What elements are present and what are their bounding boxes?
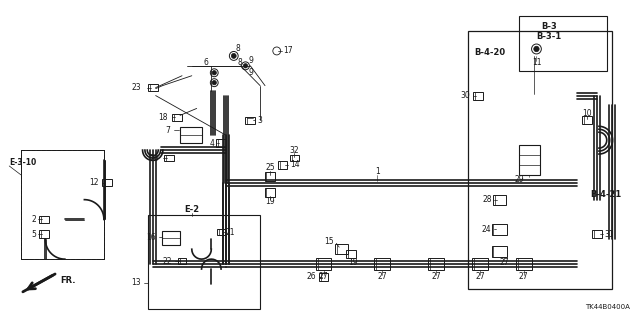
- Text: 8: 8: [237, 58, 242, 67]
- Bar: [178, 258, 186, 264]
- Bar: [582, 116, 592, 124]
- Text: 11: 11: [532, 58, 541, 67]
- Text: 27: 27: [431, 272, 441, 281]
- Bar: [40, 216, 49, 223]
- Text: 26: 26: [306, 272, 316, 281]
- Bar: [264, 188, 275, 197]
- Bar: [428, 258, 444, 270]
- Bar: [290, 154, 299, 161]
- Text: 7: 7: [165, 126, 170, 135]
- Bar: [335, 244, 348, 254]
- Bar: [278, 161, 287, 169]
- Text: 29: 29: [514, 175, 524, 184]
- Text: 5: 5: [31, 230, 36, 239]
- Text: 18: 18: [158, 113, 168, 122]
- Bar: [468, 31, 612, 289]
- Text: B-4-20: B-4-20: [474, 48, 505, 57]
- Bar: [148, 214, 260, 309]
- Bar: [492, 246, 507, 257]
- Bar: [102, 179, 112, 186]
- Text: 27: 27: [319, 272, 328, 281]
- Text: 27: 27: [519, 272, 529, 281]
- Text: 21: 21: [226, 228, 236, 237]
- Text: 30: 30: [460, 91, 470, 100]
- Text: 25: 25: [265, 163, 275, 173]
- Bar: [40, 230, 49, 238]
- Bar: [319, 273, 328, 281]
- Bar: [346, 250, 356, 258]
- Circle shape: [231, 54, 236, 58]
- Circle shape: [212, 80, 216, 85]
- Circle shape: [212, 70, 216, 75]
- Text: 8: 8: [236, 44, 240, 54]
- Text: 16: 16: [146, 233, 156, 242]
- Text: 10: 10: [582, 109, 592, 118]
- Text: 31: 31: [605, 230, 614, 239]
- Text: 24: 24: [482, 225, 492, 234]
- Text: 13: 13: [131, 278, 141, 287]
- Bar: [519, 145, 540, 175]
- Text: 2: 2: [32, 215, 36, 224]
- Text: 4: 4: [209, 139, 214, 148]
- Bar: [180, 127, 202, 143]
- Text: 19: 19: [265, 197, 275, 206]
- Bar: [516, 258, 532, 270]
- Text: 28: 28: [482, 195, 492, 204]
- Text: 1: 1: [375, 167, 380, 176]
- Bar: [21, 150, 104, 259]
- Circle shape: [243, 64, 248, 68]
- Text: B-3: B-3: [541, 22, 557, 31]
- Bar: [316, 258, 332, 270]
- Text: FR.: FR.: [60, 277, 76, 286]
- Bar: [172, 114, 182, 121]
- Text: 23: 23: [131, 83, 141, 92]
- Text: E-2: E-2: [184, 205, 199, 214]
- Text: E-3-10: E-3-10: [9, 159, 36, 167]
- Text: TK44B0400A: TK44B0400A: [585, 304, 630, 310]
- Text: 9: 9: [249, 68, 254, 77]
- Bar: [246, 117, 255, 124]
- Bar: [492, 224, 507, 235]
- Text: B-4-21: B-4-21: [590, 190, 621, 199]
- Bar: [148, 84, 157, 91]
- Text: 27: 27: [475, 272, 484, 281]
- Bar: [163, 231, 180, 245]
- Text: 22: 22: [163, 256, 172, 266]
- Text: 27: 27: [499, 258, 509, 267]
- Bar: [473, 92, 483, 100]
- Text: B-3-1: B-3-1: [536, 32, 562, 41]
- Text: 17: 17: [284, 47, 293, 56]
- Text: 3: 3: [257, 116, 262, 125]
- Bar: [374, 258, 390, 270]
- Text: 14: 14: [291, 160, 300, 169]
- Bar: [21, 150, 104, 259]
- Bar: [493, 195, 506, 204]
- Bar: [519, 16, 607, 71]
- Bar: [164, 154, 174, 161]
- Text: 32: 32: [289, 145, 299, 155]
- Text: 19: 19: [348, 258, 358, 267]
- Circle shape: [534, 46, 539, 52]
- Text: 15: 15: [324, 237, 333, 246]
- Bar: [217, 229, 225, 235]
- Text: 20: 20: [150, 153, 159, 162]
- Text: 12: 12: [90, 178, 99, 187]
- Text: 6: 6: [204, 58, 209, 67]
- Text: 27: 27: [378, 272, 387, 281]
- Bar: [472, 258, 488, 270]
- Text: 9: 9: [249, 56, 254, 65]
- Bar: [264, 172, 275, 181]
- Bar: [592, 230, 602, 238]
- Bar: [216, 139, 226, 147]
